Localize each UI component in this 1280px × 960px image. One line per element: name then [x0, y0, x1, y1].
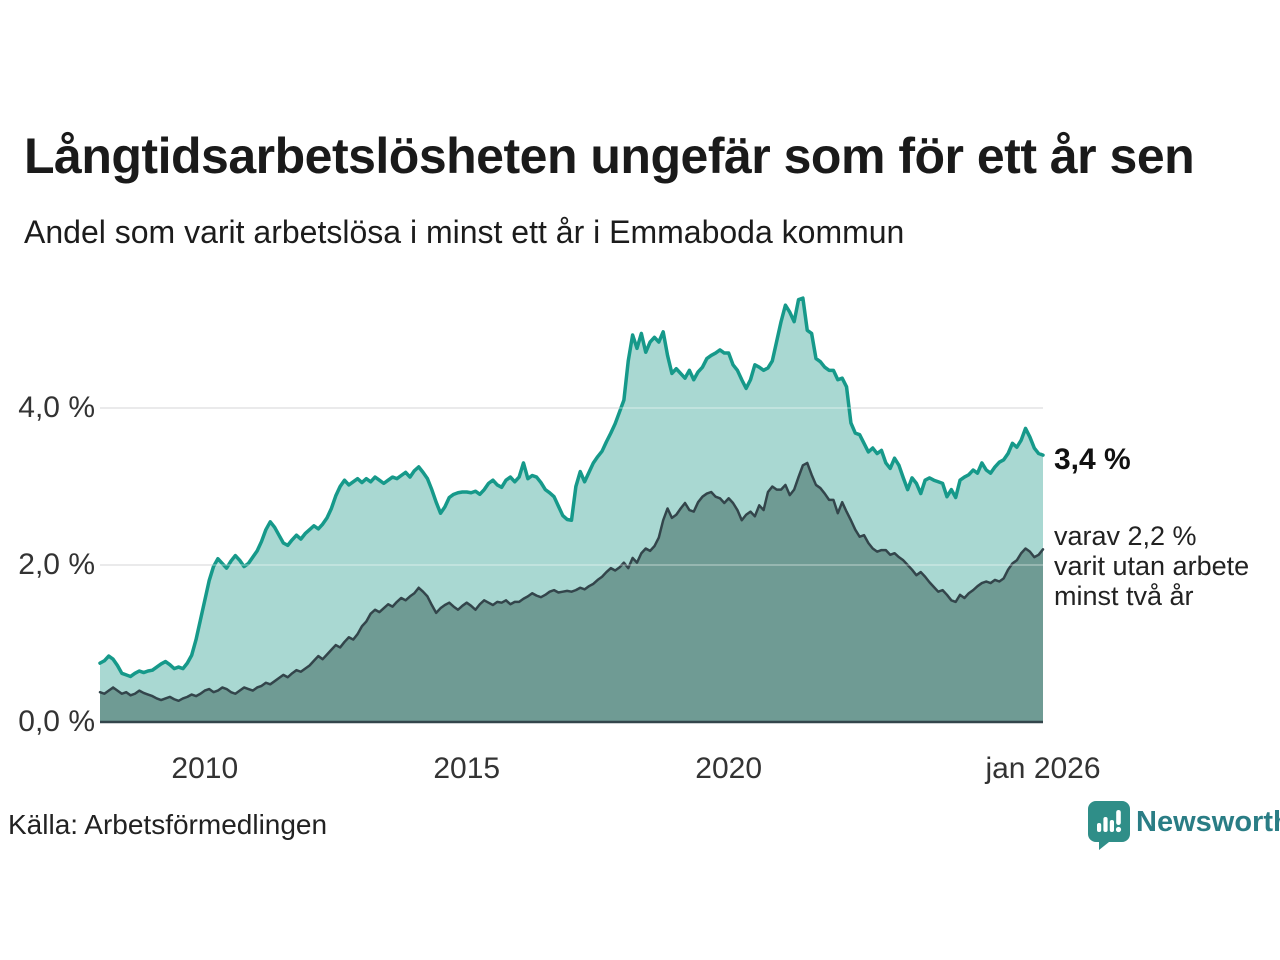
- y-axis-label-2: 2,0 %: [18, 548, 95, 581]
- newsworthy-logo-icon: [1088, 801, 1130, 850]
- subset-series-value-label: varav 2,2 % varit utan arbete minst två …: [1054, 521, 1249, 611]
- subset-label-line-3: minst två år: [1054, 581, 1194, 611]
- subset-label-line-1: varav 2,2 %: [1054, 521, 1197, 551]
- x-axis-label-2010: 2010: [171, 752, 239, 785]
- x-axis-label-2015: 2015: [433, 752, 501, 785]
- x-axis-label-2020: 2020: [695, 752, 763, 785]
- source-credit: Källa: Arbetsförmedlingen: [8, 809, 328, 840]
- page-title: Långtidsarbetslösheten ungefär som för e…: [24, 128, 1195, 184]
- x-axis-label-jan-2026: jan 2026: [985, 752, 1101, 785]
- chart-subtitle: Andel som varit arbetslösa i minst ett å…: [24, 214, 905, 250]
- total-series-value-label: 3,4 %: [1054, 443, 1131, 476]
- subset-label-line-2: varit utan arbete: [1054, 551, 1250, 581]
- newsworthy-logo-text: Newsworthy: [1136, 806, 1280, 838]
- y-axis-label-4: 4,0 %: [18, 391, 95, 424]
- y-axis-label-0: 0,0 %: [18, 705, 95, 738]
